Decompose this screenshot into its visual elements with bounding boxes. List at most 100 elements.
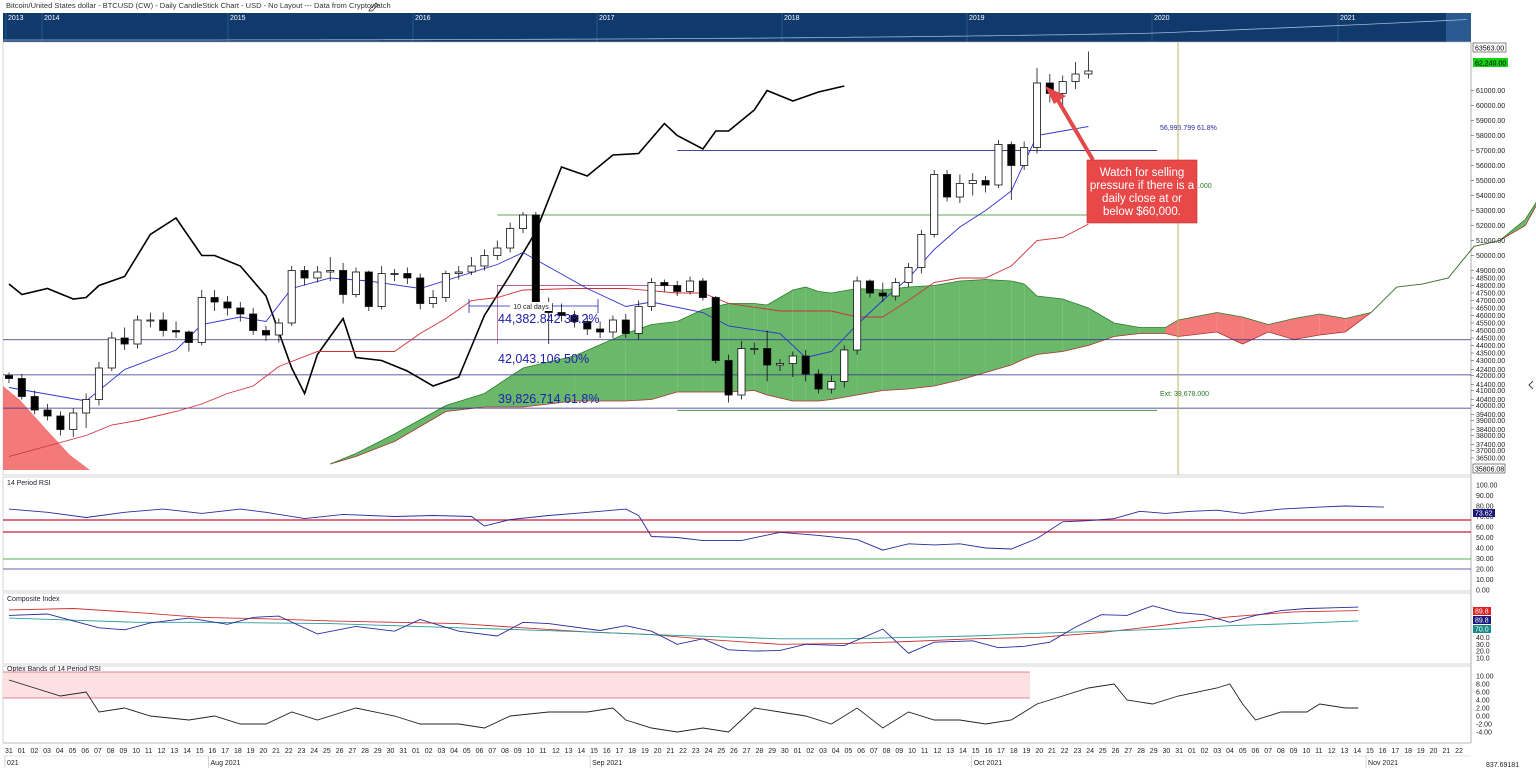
date-tick: 22 (285, 748, 293, 755)
composite-index-pane[interactable]: Composite Index 50.040.030.020.010.0 89.… (7, 596, 1491, 663)
date-tick: 12 (552, 748, 560, 755)
candle (236, 302, 245, 322)
fib-label-618: 39,826.714 61.8% (498, 392, 599, 406)
optex-line (8, 679, 1359, 733)
svg-text:35806.08: 35806.08 (1475, 467, 1504, 474)
fib-lines (3, 150, 1471, 411)
date-tick: 09 (119, 748, 127, 755)
chart-title: Bitcoin/United States dollar - BTCUSD (C… (6, 1, 391, 10)
date-tick: 19 (1023, 748, 1031, 755)
date-tick: 30 (387, 748, 395, 755)
fib-label-green: .000 (1198, 183, 1212, 190)
cloud-segment (445, 393, 485, 412)
candle (994, 140, 1003, 188)
date-tick: 15 (590, 748, 598, 755)
candle (827, 375, 836, 394)
date-tick: 25 (323, 748, 331, 755)
date-tick: 09 (514, 748, 522, 755)
candle (480, 249, 489, 271)
date-tick: 27 (743, 748, 751, 755)
candle (184, 330, 193, 352)
overview-strip[interactable] (3, 13, 1471, 42)
cloud-segment (1268, 318, 1294, 340)
candle (776, 359, 785, 371)
candle (43, 404, 52, 421)
overview-year: 2016 (415, 15, 431, 22)
cloud-segment (934, 281, 960, 386)
rsi-pane[interactable]: 14 Period RSI 100.00 90.00 80.00 70.00 60.00… (3, 480, 1498, 595)
candle (737, 341, 746, 400)
price-tick: 37400.00 (1476, 442, 1505, 449)
candle (621, 314, 630, 338)
candle (416, 273, 425, 310)
date-tick: 17 (1391, 748, 1399, 755)
cloud-segment (754, 303, 768, 395)
rsi-tick: 10.00 (1476, 577, 1494, 584)
candle (467, 257, 476, 275)
optex-tick: 8.00 (1476, 682, 1490, 689)
rsi-axis: 100.00 90.00 80.00 70.00 60.00 50.00 40.00 30.0… (1476, 483, 1498, 595)
date-tick: 01 (18, 748, 26, 755)
date-tick: 31 (5, 748, 13, 755)
candle (339, 263, 348, 304)
candle (878, 282, 887, 302)
date-tick: 11 (145, 748, 152, 755)
cloud-segment (831, 288, 858, 400)
price-tick: 40400.00 (1476, 397, 1505, 404)
candle (172, 321, 181, 338)
candle (390, 269, 399, 281)
candle (107, 332, 116, 371)
candle (261, 326, 270, 341)
callout-annotation[interactable]: Watch for selling pressure if there is a… (1045, 86, 1198, 224)
candle (364, 270, 373, 311)
optex-tick: 10.00 (1476, 674, 1494, 681)
rsi-value-badge: 73.62 (1475, 511, 1493, 518)
overview-window[interactable] (1446, 13, 1471, 42)
optex-tick: 2.00 (1476, 706, 1490, 713)
cloud-segment (1062, 299, 1089, 352)
date-tick: 12 (1328, 748, 1336, 755)
candle (120, 327, 129, 350)
candle (660, 279, 669, 292)
date-tick: 22 (1455, 748, 1463, 755)
date-tick: 03 (819, 748, 827, 755)
date-tick: 04 (56, 748, 64, 755)
date-tick: 24 (310, 748, 318, 755)
collapse-arrow-icon[interactable] (1528, 380, 1534, 390)
date-tick: 03 (1213, 748, 1221, 755)
date-tick: 19 (247, 748, 255, 755)
date-tick: 23 (692, 748, 700, 755)
date-tick: 08 (107, 748, 115, 755)
date-axis[interactable]: 31 01 02 03 04 05 06 07 08 09 10 11 12 13 14 15 16 17 18 19… (3, 742, 1536, 768)
candle (493, 240, 502, 260)
price-tick: 45000.00 (1476, 328, 1505, 335)
price-high-badge: 63563.00 (1472, 42, 1507, 53)
candle (1071, 62, 1080, 89)
candle (17, 374, 26, 400)
date-tick: 07 (94, 748, 102, 755)
price-tick: 37000.00 (1476, 448, 1505, 455)
candle (673, 281, 682, 296)
date-tick: 03 (43, 748, 51, 755)
date-tick: 29 (768, 748, 776, 755)
candle (287, 266, 296, 326)
callout-line-3: daily close at or (1102, 193, 1182, 205)
price-pane[interactable] (3, 51, 1536, 471)
month-label: Oct 2021 (974, 760, 1003, 767)
overview-year: 2018 (784, 15, 800, 22)
optex-bands-pane[interactable]: Optex Bands of 14 Period RSI 10.008.006.… (3, 666, 1494, 737)
candle (917, 230, 926, 274)
measure-tool[interactable]: 10 cal days (468, 299, 599, 313)
date-tick: 01 (412, 748, 420, 755)
senkou-a-line (330, 201, 1536, 465)
pencil-icon[interactable] (368, 2, 379, 12)
fib-labels: 56,995.799 61.8% .000 44,382.842 38.2% 4… (498, 125, 1217, 406)
ci-badge-2: 89.8 (1475, 618, 1489, 625)
optex-tick: 6.00 (1476, 690, 1490, 697)
candle (814, 369, 823, 394)
price-tick: 48000.00 (1476, 283, 1505, 290)
overview-year: 2020 (1154, 15, 1170, 22)
candle (1020, 141, 1029, 170)
date-tick: 02 (806, 748, 814, 755)
price-axis[interactable]: 61000.00 60000.00 59000.00 58000.00 57000.00… (1471, 88, 1505, 463)
